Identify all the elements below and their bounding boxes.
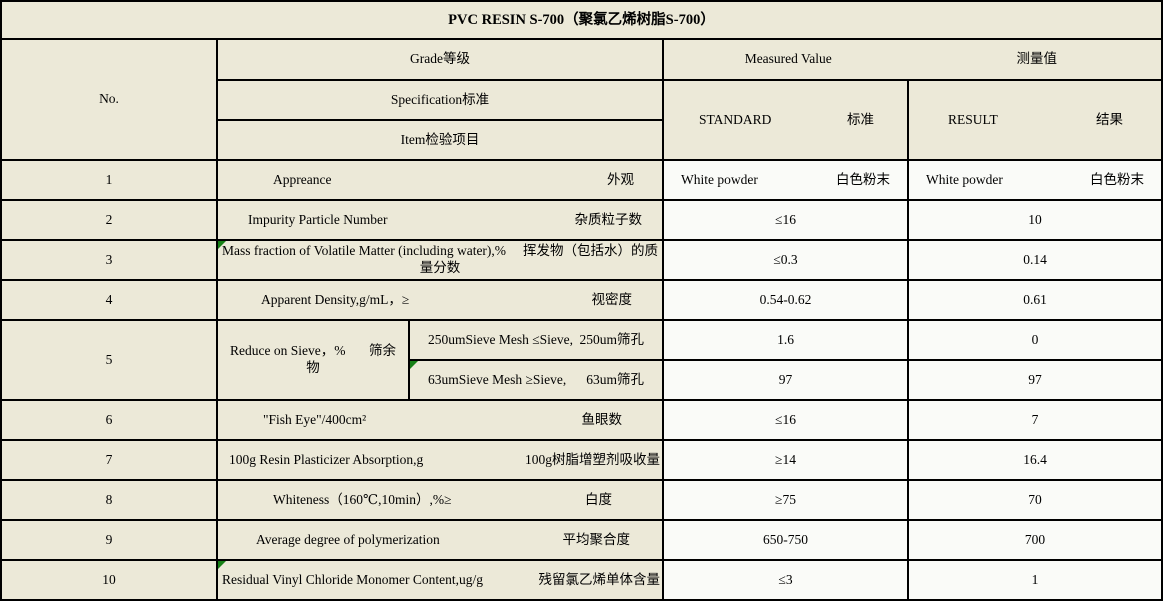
row-5-sub-2-standard: 97 xyxy=(664,361,909,401)
row-6-item-en: "Fish Eye"/400cm² xyxy=(263,411,367,427)
row-1-result: White powder 白色粉末 xyxy=(909,161,1161,201)
row-9-result: 700 xyxy=(909,521,1161,561)
header-standard: STANDARD 标准 xyxy=(664,81,909,161)
row-8-item-zh: 白度 xyxy=(585,491,612,507)
row-5-no: 5 xyxy=(2,321,218,401)
error-flag-icon xyxy=(218,561,226,569)
row-2-no: 2 xyxy=(2,201,218,241)
row-5-sub-1-item-zh: 250um筛孔 xyxy=(579,331,644,347)
row-2-result: 10 xyxy=(909,201,1161,241)
header-measured-value-zh: 测量值 xyxy=(1016,51,1058,67)
header-measured-value-en: Measured Value xyxy=(744,51,832,67)
row-4-item: Apparent Density,g/mL，≥ 视密度 xyxy=(218,281,664,321)
row-9-item: Average degree of polymerization 平均聚合度 xyxy=(218,521,664,561)
header-result: RESULT 结果 xyxy=(909,81,1161,161)
row-10-result: 1 xyxy=(909,561,1161,599)
row-5-sub-1-standard: 1.6 xyxy=(664,321,909,361)
row-5-sub-2-item: 63umSieve Mesh ≥Sieve, 63um筛孔 xyxy=(410,361,664,401)
row-1-result-en: White powder xyxy=(926,171,1003,187)
header-measured-value: Measured Value 测量值 xyxy=(664,40,1161,81)
row-7-standard: ≥14 xyxy=(664,441,909,481)
row-7-item-zh: 100g树脂增塑剂吸收量 xyxy=(525,451,660,467)
row-1-no: 1 xyxy=(2,161,218,201)
row-6-no: 6 xyxy=(2,401,218,441)
row-6-result: 7 xyxy=(909,401,1161,441)
row-5-item-zh-line1: 筛余 xyxy=(369,343,396,359)
row-10-item: Residual Vinyl Chloride Monomer Content,… xyxy=(218,561,664,599)
row-6-item-zh: 鱼眼数 xyxy=(581,411,623,427)
row-4-no: 4 xyxy=(2,281,218,321)
row-1-item-en: Appreance xyxy=(273,171,332,187)
row-3-item: Mass fraction of Volatile Matter (includ… xyxy=(218,241,664,281)
header-no: No. xyxy=(2,40,218,161)
row-1-item: Appreance 外观 xyxy=(218,161,664,201)
row-10-standard: ≤3 xyxy=(664,561,909,599)
row-6-standard: ≤16 xyxy=(664,401,909,441)
row-9-no: 9 xyxy=(2,521,218,561)
row-8-item: Whiteness（160℃,10min）,%≥ 白度 xyxy=(218,481,664,521)
header-grade: Grade等级 xyxy=(218,40,664,81)
row-5-sub-2-item-en: 63umSieve Mesh ≥Sieve, xyxy=(428,371,567,387)
row-1-standard-zh: 白色粉末 xyxy=(836,171,890,187)
header-result-zh: 结果 xyxy=(1096,111,1123,127)
row-2-item-zh: 杂质粒子数 xyxy=(574,211,643,227)
row-10-item-en: Residual Vinyl Chloride Monomer Content,… xyxy=(222,571,484,587)
row-9-item-zh: 平均聚合度 xyxy=(562,531,631,547)
row-8-result: 70 xyxy=(909,481,1161,521)
row-9-standard: 650-750 xyxy=(664,521,909,561)
row-9-item-en: Average degree of polymerization xyxy=(256,531,440,547)
row-4-standard: 0.54-0.62 xyxy=(664,281,909,321)
row-6-item: "Fish Eye"/400cm² 鱼眼数 xyxy=(218,401,664,441)
header-standard-zh: 标准 xyxy=(847,111,874,127)
row-8-no: 8 xyxy=(2,481,218,521)
row-5-sub-1-item: 250umSieve Mesh ≤Sieve, 250um筛孔 xyxy=(410,321,664,361)
row-1-standard: White powder 白色粉末 xyxy=(664,161,909,201)
row-2-item: Impurity Particle Number 杂质粒子数 xyxy=(218,201,664,241)
row-4-result: 0.61 xyxy=(909,281,1161,321)
row-5-item-zh-line2: 物 xyxy=(306,360,320,375)
row-3-standard: ≤0.3 xyxy=(664,241,909,281)
row-10-no: 10 xyxy=(2,561,218,599)
row-8-standard: ≥75 xyxy=(664,481,909,521)
row-5-item-en: Reduce on Sieve，% xyxy=(230,343,346,359)
row-2-item-en: Impurity Particle Number xyxy=(248,211,388,227)
row-3-result: 0.14 xyxy=(909,241,1161,281)
row-3-item-zh-line2: 量分数 xyxy=(419,260,461,275)
row-1-standard-en: White powder xyxy=(681,171,758,187)
row-5-sub-2-item-zh: 63um筛孔 xyxy=(586,371,644,387)
row-5-item: Reduce on Sieve，% 筛余 物 xyxy=(218,321,410,401)
row-7-item: 100g Resin Plasticizer Absorption,g 100g… xyxy=(218,441,664,481)
row-2-standard: ≤16 xyxy=(664,201,909,241)
row-5-sub-2-result: 97 xyxy=(909,361,1161,401)
row-1-result-zh: 白色粉末 xyxy=(1090,171,1144,187)
header-standard-en: STANDARD xyxy=(699,111,772,127)
row-5-sub-1-item-en: 250umSieve Mesh ≤Sieve, xyxy=(428,331,574,347)
row-7-no: 7 xyxy=(2,441,218,481)
error-flag-icon xyxy=(218,241,226,249)
header-result-en: RESULT xyxy=(948,111,998,127)
row-3-no: 3 xyxy=(2,241,218,281)
row-5-sub-1-result: 0 xyxy=(909,321,1161,361)
row-7-result: 16.4 xyxy=(909,441,1161,481)
row-10-item-zh: 残留氯乙烯单体含量 xyxy=(538,571,661,587)
row-3-item-en: Mass fraction of Volatile Matter (includ… xyxy=(222,243,507,259)
row-7-item-en: 100g Resin Plasticizer Absorption,g xyxy=(229,451,424,467)
error-flag-icon xyxy=(410,361,418,369)
row-8-item-en: Whiteness（160℃,10min）,%≥ xyxy=(273,491,452,507)
table-title: PVC RESIN S-700（聚氯乙烯树脂S-700） xyxy=(2,2,1161,40)
row-4-item-en: Apparent Density,g/mL，≥ xyxy=(261,291,410,307)
row-3-item-zh-line1: 挥发物（包括水）的质 xyxy=(523,243,658,259)
header-specification: Specification标准 xyxy=(218,81,664,121)
header-item: Item检验项目 xyxy=(218,121,664,161)
row-1-item-zh: 外观 xyxy=(607,171,634,187)
row-4-item-zh: 视密度 xyxy=(591,291,633,307)
